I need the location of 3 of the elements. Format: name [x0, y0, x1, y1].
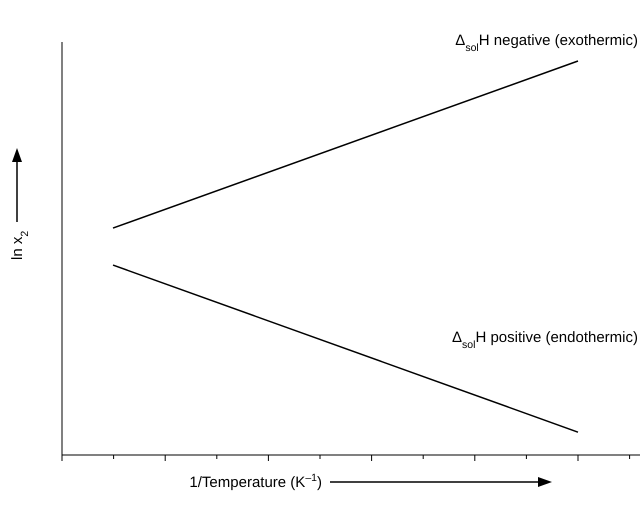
series-label: Δ$_{sol}$H negative (exothermic) — [455, 32, 638, 54]
text: Δ$_{sol}$H positive (endothermic) — [452, 329, 638, 352]
x-axis-title: 1/Temperature (K$^{–1}$) — [189, 472, 322, 491]
